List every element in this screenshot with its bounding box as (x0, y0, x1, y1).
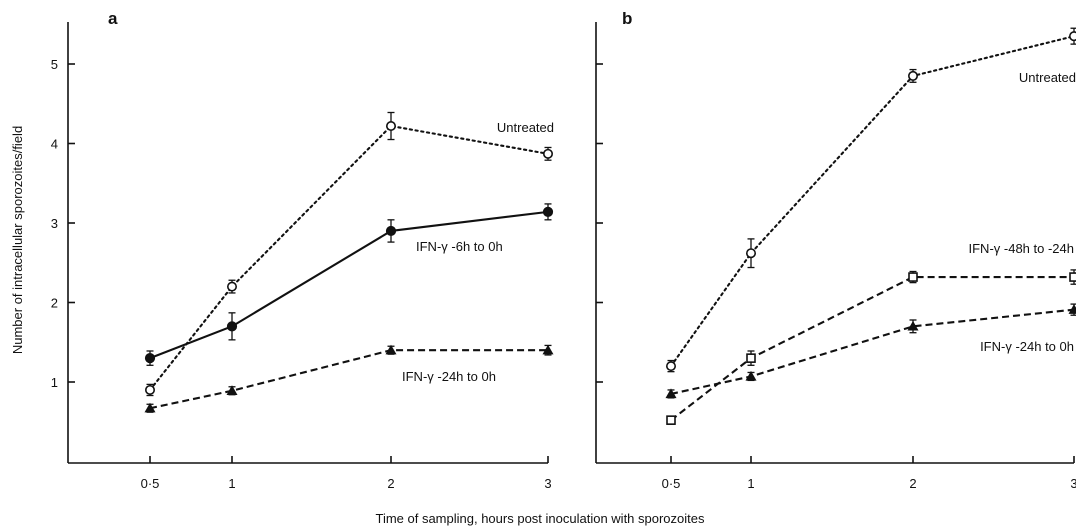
data-point (144, 353, 156, 364)
panel-a: a 1 2 3 4 5 0·5 1 2 3 Untreated IFN-γ -6h to 0h IFN-… (51, 9, 554, 491)
y-tick-label: 2 (51, 296, 58, 311)
data-point (745, 248, 756, 259)
x-tick-label: 2 (387, 476, 394, 491)
series-line (148, 124, 550, 392)
series-line (149, 210, 549, 360)
data-point (665, 388, 677, 399)
data-point (1069, 31, 1076, 42)
series-label: Untreated (1019, 70, 1076, 85)
x-tick-label: 3 (1070, 476, 1076, 491)
data-point (226, 385, 238, 395)
series-filled-circle: IFN-γ -6h to 0h (144, 203, 554, 366)
series-open-circle: Untreated (145, 111, 554, 397)
y-tick-label: 4 (51, 137, 58, 152)
data-point (385, 344, 397, 355)
series-open-circle: Untreated (665, 27, 1076, 373)
data-point (542, 206, 554, 217)
panel-letter: a (108, 9, 118, 28)
x-tick-label: 1 (747, 476, 754, 491)
series-label: IFN-γ -24h to 0h (980, 339, 1074, 354)
data-point (745, 370, 757, 381)
series-label: IFN-γ -6h to 0h (416, 239, 503, 254)
data-point (144, 402, 156, 413)
x-axis-title: Time of sampling, hours post inoculation… (375, 511, 705, 526)
y-axis-title: Number of intracellular sporozoites/fiel… (10, 126, 25, 354)
series-line (670, 308, 1075, 395)
x-tick-label: 0·5 (662, 476, 681, 491)
data-point (908, 272, 918, 282)
panel-letter: b (622, 9, 632, 28)
x-tick-label: 0·5 (141, 476, 160, 491)
series-line (670, 276, 1074, 421)
data-point (666, 415, 676, 425)
y-tick-label: 5 (51, 57, 58, 72)
data-point (385, 121, 396, 132)
series-label: Untreated (497, 120, 554, 135)
data-point (385, 225, 397, 237)
y-tick-label: 1 (51, 375, 58, 390)
data-point (1068, 304, 1076, 314)
data-point (907, 70, 918, 81)
series-label: IFN-γ -24h to 0h (402, 369, 496, 384)
series-filled-triangle: IFN-γ -24h to 0h (144, 344, 554, 413)
series-open-square: IFN-γ -48h to -24h (666, 241, 1076, 425)
data-point (907, 320, 919, 331)
data-point (542, 148, 553, 159)
series-line (149, 349, 548, 410)
series-filled-triangle: IFN-γ -24h to 0h (665, 303, 1076, 399)
x-tick-label: 1 (228, 476, 235, 491)
data-point (227, 281, 238, 292)
data-point (145, 384, 156, 395)
x-tick-label: 3 (544, 476, 551, 491)
y-tick-label: 3 (51, 216, 58, 231)
series-label: IFN-γ -48h to -24h (969, 241, 1075, 256)
data-point (542, 344, 554, 355)
data-point (226, 321, 238, 332)
data-point (1069, 272, 1076, 282)
x-tick-label: 2 (909, 476, 916, 491)
series-line (669, 35, 1076, 368)
data-point (665, 361, 676, 372)
data-point (746, 353, 756, 363)
panel-b: b 0·5 1 2 3 Untreated IFN-γ -48h to -24h IFN-γ … (595, 9, 1076, 491)
